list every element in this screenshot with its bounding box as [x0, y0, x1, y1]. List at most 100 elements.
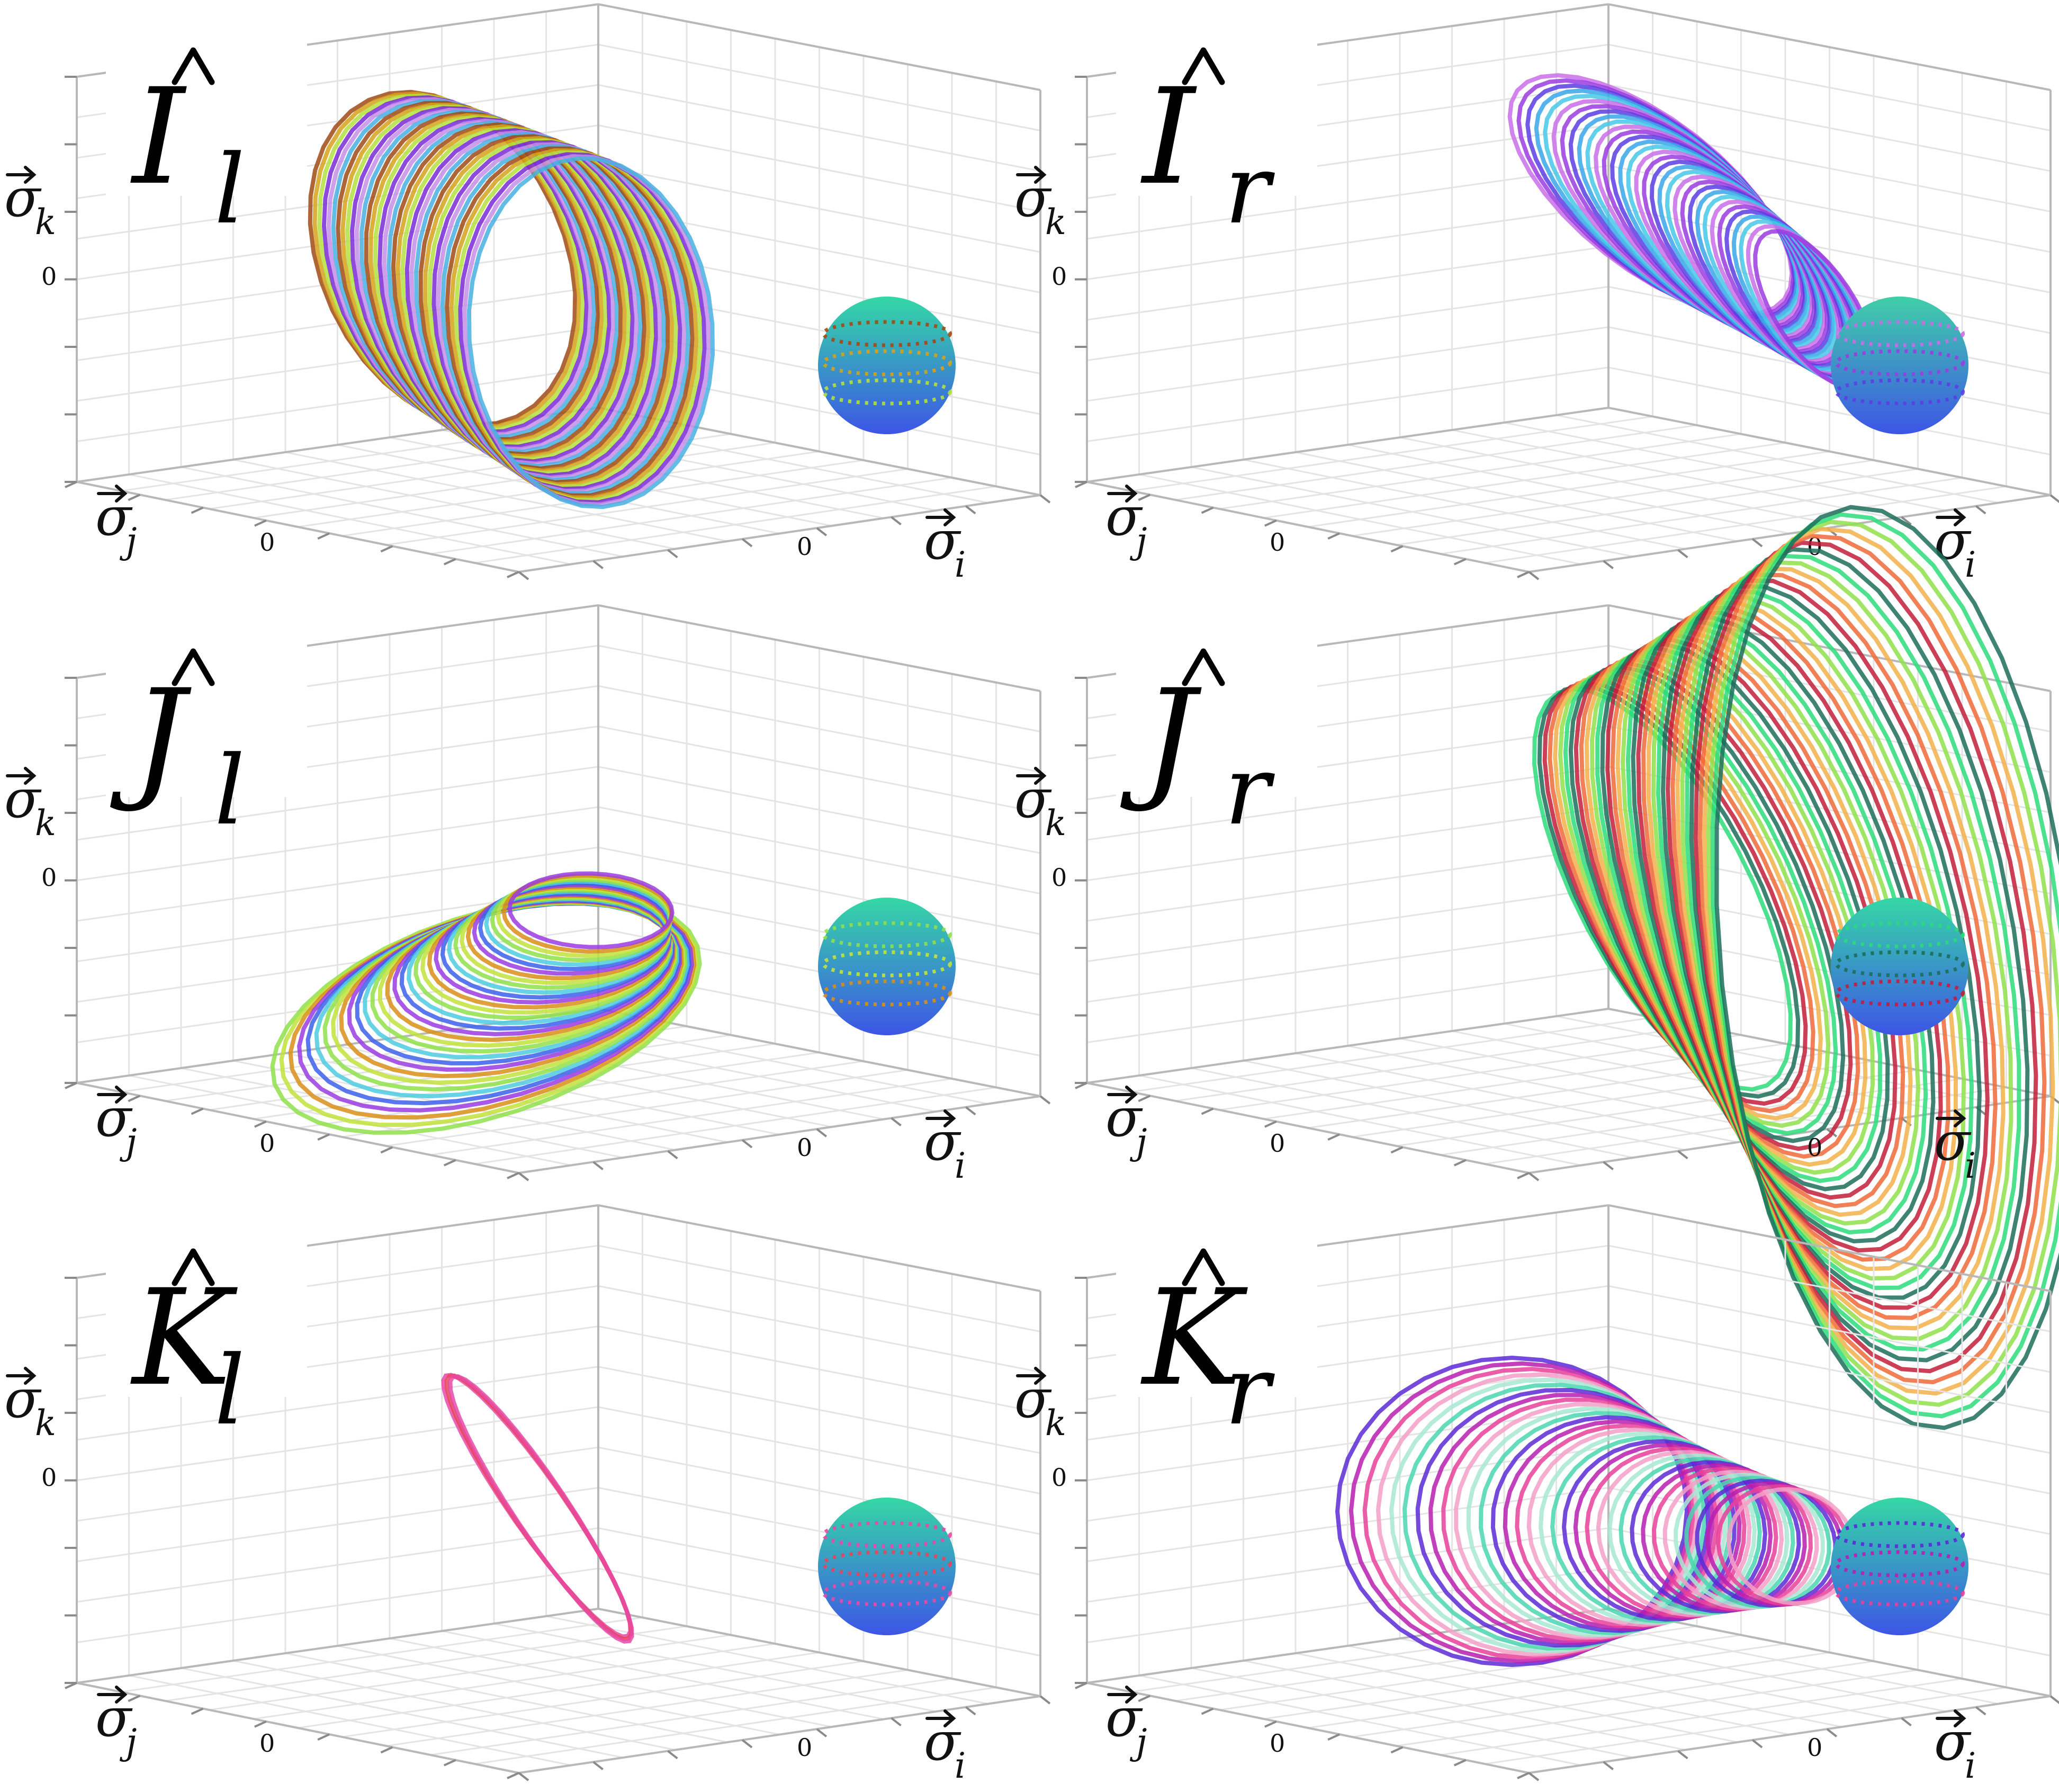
- trajectory-curves: [1510, 75, 1875, 388]
- j-zero-tick: 0: [1270, 528, 1285, 557]
- j-axis-label: σj: [1105, 1087, 1147, 1162]
- title-subscript: r: [1225, 135, 1275, 245]
- j-axis-tick: [507, 572, 519, 577]
- i-axis-tick: [1529, 1773, 1539, 1780]
- j-axis-tick: [1265, 521, 1276, 526]
- i-zero-tick: 0: [1807, 1733, 1822, 1762]
- i-axis-tick: [892, 1718, 901, 1725]
- i-axis-label-subscript: i: [1965, 1745, 1976, 1786]
- j-axis-tick: [444, 559, 456, 565]
- i-zero-tick: 0: [797, 1133, 812, 1162]
- j-axis-label: σj: [1105, 486, 1147, 561]
- i-axis-tick: [1752, 539, 1762, 546]
- j-axis-tick: [192, 508, 203, 513]
- i-axis-tick: [519, 572, 528, 579]
- i-axis-tick: [1976, 1707, 1985, 1715]
- title-subscript: r: [1225, 736, 1275, 846]
- j-axis-tick: [381, 1147, 392, 1152]
- k-axis-label-subscript: k: [35, 202, 56, 243]
- i-axis-tick: [519, 1773, 528, 1780]
- k-zero-tick: 0: [41, 1463, 57, 1492]
- bloch-sphere: [818, 1498, 956, 1635]
- j-axis-tick: [1517, 1173, 1529, 1178]
- j-axis-tick: [255, 521, 266, 526]
- i-axis-tick: [1678, 550, 1687, 558]
- k-axis-label: σk: [1014, 1368, 1066, 1444]
- j-axis-tick: [1454, 1760, 1466, 1766]
- trajectory-curves: [1337, 1358, 1855, 1665]
- i-axis-tick: [594, 1162, 603, 1169]
- i-axis-label: σi: [924, 509, 966, 585]
- title-subscript: r: [1225, 1336, 1275, 1446]
- k-axis-label: σk: [4, 1368, 56, 1444]
- i-axis-tick: [892, 1118, 901, 1125]
- j-axis-tick: [1391, 546, 1402, 551]
- i-axis-tick: [1752, 1740, 1762, 1748]
- j-axis-tick: [255, 1122, 266, 1127]
- i-axis-label: σi: [924, 1710, 966, 1786]
- j-zero-tick: 0: [259, 528, 275, 557]
- i-axis-tick: [668, 550, 677, 558]
- j-zero-tick: 0: [259, 1129, 275, 1158]
- i-axis-tick: [742, 1140, 752, 1148]
- i-axis-tick: [1529, 572, 1539, 579]
- j-axis-tick: [1328, 533, 1339, 539]
- i-axis-tick: [817, 528, 826, 535]
- j-axis-tick: [318, 1734, 329, 1740]
- i-axis-tick: [594, 1762, 603, 1769]
- k-axis-label: σk: [4, 167, 56, 243]
- j-axis-tick: [255, 1722, 266, 1727]
- i-axis-label-subscript: i: [1965, 1145, 1976, 1186]
- i-zero-tick: 0: [797, 1733, 812, 1762]
- i-axis-tick: [966, 506, 975, 514]
- i-axis-tick: [668, 1151, 677, 1159]
- bloch-sphere: [1831, 1498, 1968, 1635]
- j-axis-tick: [1328, 1734, 1339, 1740]
- j-zero-tick: 0: [1270, 1129, 1285, 1158]
- i-axis-tick: [1604, 1762, 1613, 1769]
- bloch-sphere: [818, 297, 956, 434]
- i-axis-label: σi: [1934, 1710, 1976, 1786]
- j-axis-tick: [1454, 1160, 1466, 1166]
- j-axis-tick: [1265, 1122, 1276, 1127]
- i-axis-tick: [1678, 1751, 1687, 1759]
- j-axis-tick: [318, 1134, 329, 1140]
- i-axis-tick: [1604, 561, 1613, 568]
- k-zero-tick: 0: [1051, 863, 1067, 892]
- i-axis-tick: [817, 1729, 826, 1736]
- j-axis-label: σj: [95, 1687, 137, 1762]
- j-axis-tick: [1517, 572, 1529, 577]
- i-axis-label-subscript: i: [955, 1145, 966, 1186]
- j-axis-tick: [1328, 1134, 1339, 1140]
- i-axis-tick: [742, 1740, 752, 1748]
- i-axis-tick: [2051, 1696, 2059, 1704]
- j-axis-tick: [1391, 1747, 1402, 1752]
- k-zero-tick: 0: [1051, 1463, 1067, 1492]
- j-axis-tick: [444, 1160, 456, 1166]
- bloch-sphere: [818, 898, 956, 1035]
- i-axis-label-subscript: i: [955, 1745, 966, 1786]
- k-axis-label-subscript: k: [1045, 803, 1066, 844]
- j-axis-tick: [1202, 1109, 1213, 1114]
- i-axis-tick: [1827, 1729, 1837, 1736]
- k-axis-label: σk: [1014, 768, 1066, 844]
- i-zero-tick: 0: [1807, 1133, 1822, 1162]
- i-axis-tick: [1976, 506, 1985, 514]
- i-axis-tick: [594, 561, 603, 568]
- j-axis-tick: [318, 533, 329, 539]
- bloch-sphere: [1831, 297, 1968, 434]
- i-axis-tick: [1902, 1718, 1911, 1725]
- j-axis-tick: [381, 546, 392, 551]
- title-subscript: l: [214, 135, 245, 245]
- k-axis-label: σk: [1014, 167, 1066, 243]
- j-axis-label: σj: [1105, 1687, 1147, 1762]
- i-axis-tick: [1604, 1162, 1613, 1169]
- k-zero-tick: 0: [41, 262, 57, 291]
